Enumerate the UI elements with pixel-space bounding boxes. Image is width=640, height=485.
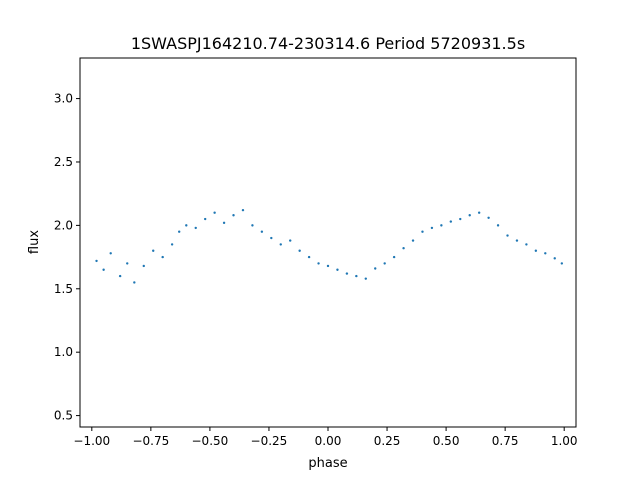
y-tick-label: 2.0 bbox=[54, 218, 73, 232]
x-tick-label: 0.25 bbox=[374, 434, 401, 448]
x-tick-label: 1.00 bbox=[551, 434, 578, 448]
y-axis-label: flux bbox=[27, 230, 42, 254]
data-point bbox=[411, 239, 415, 242]
data-point bbox=[364, 277, 367, 280]
x-tick-label: 0.75 bbox=[492, 434, 519, 448]
data-point bbox=[109, 252, 112, 255]
data-point bbox=[440, 224, 443, 227]
y-tick-label: 3.0 bbox=[54, 92, 73, 106]
data-point bbox=[468, 214, 471, 217]
data-point bbox=[232, 214, 235, 217]
y-tick-label: 2.5 bbox=[54, 155, 73, 169]
data-point bbox=[317, 262, 320, 265]
data-point bbox=[326, 264, 330, 268]
x-axis: −1.00 −0.75 −0.50 −0.25 0.00 0.25 0.50 0.75 1.00 bbox=[73, 427, 578, 448]
data-point bbox=[161, 255, 164, 259]
data-point bbox=[289, 239, 292, 242]
data-point bbox=[430, 226, 434, 230]
x-tick-label: −0.75 bbox=[132, 434, 169, 448]
data-point bbox=[298, 249, 301, 252]
x-tick-label: −1.00 bbox=[73, 434, 110, 448]
data-point bbox=[345, 272, 349, 275]
data-point bbox=[133, 281, 136, 284]
data-point bbox=[506, 234, 509, 237]
data-point bbox=[534, 249, 538, 252]
data-point bbox=[279, 243, 282, 246]
data-point bbox=[126, 262, 129, 265]
data-point bbox=[170, 243, 174, 246]
data-point bbox=[222, 221, 226, 225]
x-tick-label: 0.00 bbox=[315, 434, 342, 448]
data-point bbox=[421, 230, 424, 233]
data-point bbox=[185, 224, 188, 227]
data-point bbox=[449, 220, 453, 223]
data-point bbox=[336, 268, 339, 271]
data-point bbox=[515, 239, 519, 242]
data-point bbox=[251, 224, 254, 227]
data-point bbox=[194, 226, 197, 230]
x-tick-label: −0.50 bbox=[192, 434, 229, 448]
data-points bbox=[95, 208, 564, 284]
y-tick-label: 0.5 bbox=[54, 409, 73, 423]
data-point bbox=[178, 230, 181, 233]
data-point bbox=[355, 274, 358, 278]
y-tick-label: 1.0 bbox=[54, 345, 73, 359]
x-tick-label: −0.25 bbox=[251, 434, 288, 448]
data-point bbox=[383, 262, 386, 265]
data-point bbox=[118, 274, 122, 278]
data-point bbox=[152, 249, 155, 252]
chart-title: 1SWASPJ164210.74-230314.6 Period 5720931… bbox=[131, 34, 525, 53]
data-point bbox=[553, 257, 556, 260]
y-tick-label: 1.5 bbox=[54, 282, 73, 296]
data-point bbox=[241, 208, 245, 212]
x-tick-label: 0.50 bbox=[433, 434, 460, 448]
data-point bbox=[496, 224, 500, 227]
data-point bbox=[459, 217, 462, 221]
data-point bbox=[525, 243, 528, 246]
data-point bbox=[142, 264, 145, 268]
data-point bbox=[260, 230, 264, 233]
data-point bbox=[95, 259, 98, 263]
data-point bbox=[477, 211, 481, 214]
data-point bbox=[307, 255, 311, 259]
data-point bbox=[270, 236, 273, 240]
data-point bbox=[544, 252, 547, 255]
data-point bbox=[487, 216, 490, 219]
x-axis-label: phase bbox=[308, 456, 347, 471]
data-point bbox=[213, 211, 216, 214]
data-point bbox=[203, 217, 207, 221]
y-axis: 0.5 1.0 1.5 2.0 2.5 3.0 bbox=[54, 92, 80, 423]
data-point bbox=[374, 267, 377, 270]
data-point bbox=[560, 262, 564, 265]
data-point bbox=[402, 247, 405, 250]
data-point bbox=[102, 268, 105, 271]
data-point bbox=[392, 255, 396, 259]
